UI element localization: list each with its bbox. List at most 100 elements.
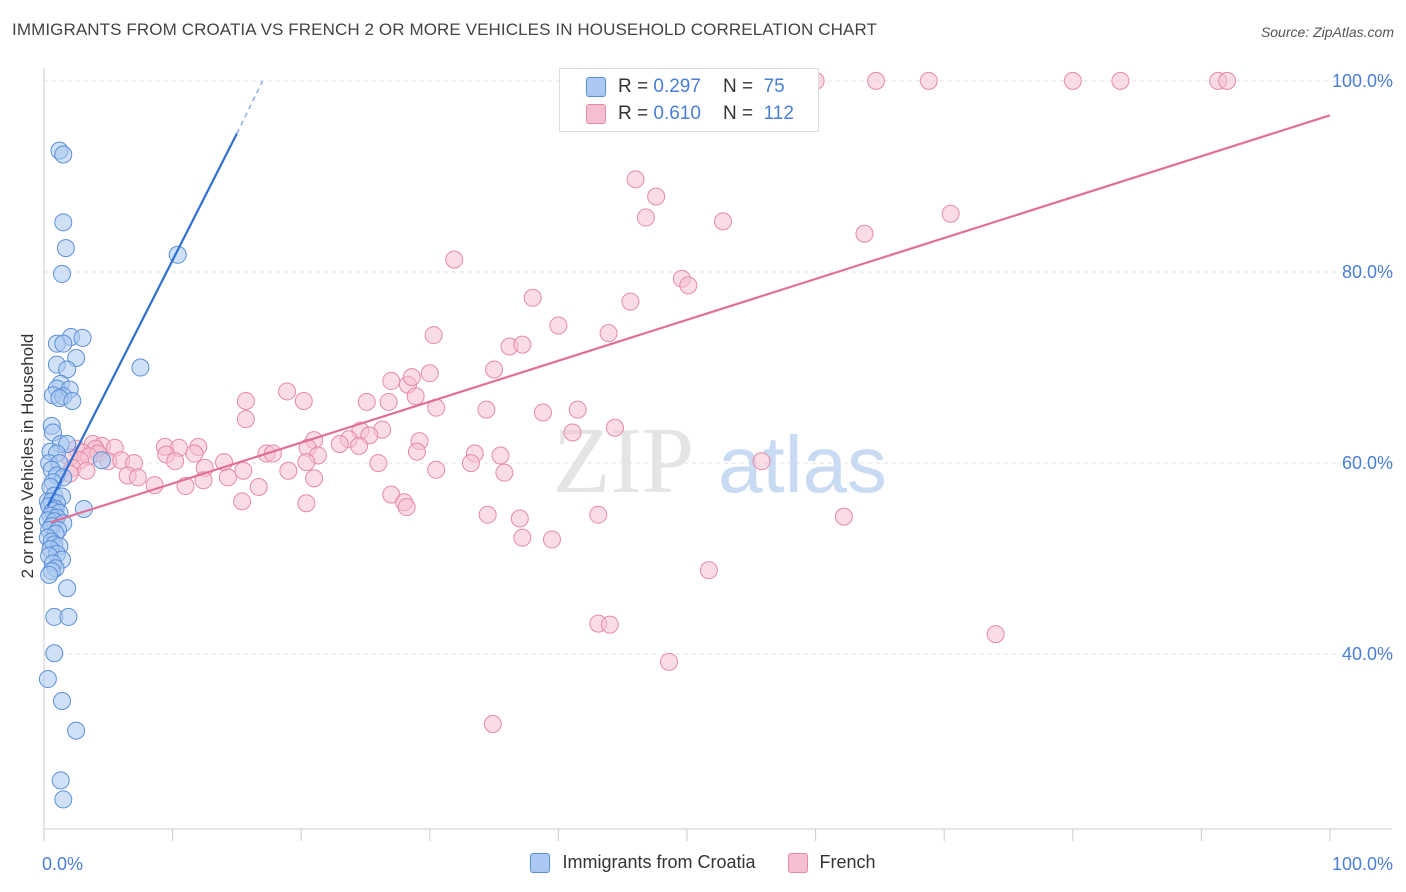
croatia-point — [38, 670, 57, 689]
n-label: N = — [722, 103, 754, 124]
french-point — [834, 507, 853, 526]
french-point — [513, 335, 532, 354]
french-point — [402, 368, 421, 387]
french-point — [636, 208, 655, 227]
french-point — [330, 434, 349, 453]
french-point — [297, 494, 316, 513]
french-point — [752, 452, 771, 471]
croatia-point — [92, 451, 111, 470]
french-swatch — [586, 104, 606, 124]
french-point — [77, 461, 96, 480]
french-point — [445, 250, 464, 269]
french-point — [420, 364, 439, 383]
croatia-trend-line — [46, 132, 238, 507]
r-label: R = — [618, 103, 649, 124]
r-label: R = — [618, 76, 649, 97]
french-point — [986, 625, 1005, 644]
n-label: N = — [722, 76, 754, 97]
french-point — [166, 452, 185, 471]
croatia-point — [54, 213, 73, 232]
french-point — [357, 392, 376, 411]
french-point — [145, 476, 164, 495]
french-point — [427, 460, 446, 479]
stats-row-croatia: R = 0.297 N = 75 — [586, 74, 785, 100]
french-point — [1111, 71, 1130, 90]
french-point — [406, 387, 425, 406]
y-tick-label: 60.0% — [1342, 453, 1393, 473]
french-point — [249, 477, 268, 496]
french-point — [867, 71, 886, 90]
croatia-point — [54, 145, 73, 164]
croatia-point — [131, 358, 150, 377]
french-point — [855, 224, 874, 243]
french-point — [605, 418, 624, 437]
french-point — [128, 468, 147, 487]
french-point — [185, 444, 204, 463]
french-point — [549, 316, 568, 335]
croatia-point — [53, 264, 72, 283]
french-points — [60, 71, 1237, 733]
french-point — [1063, 71, 1082, 90]
source-label: Source: ZipAtlas.com — [1260, 24, 1394, 40]
french-point — [477, 400, 496, 419]
croatia-legend-swatch — [530, 852, 551, 873]
french-point — [234, 461, 253, 480]
french-point — [478, 505, 497, 524]
french-point — [647, 187, 666, 206]
x-tick-label: 0.0% — [42, 854, 83, 874]
french-point — [491, 446, 510, 465]
croatia-point — [58, 579, 77, 598]
french-point — [485, 360, 504, 379]
french-point — [407, 442, 426, 461]
watermark-atlas: atlas — [718, 420, 887, 509]
r-value-french: 0.610 — [653, 103, 701, 124]
y-axis-label: 2 or more Vehicles in Household — [18, 334, 37, 579]
french-point — [621, 292, 640, 311]
french-point — [533, 403, 552, 422]
n-value-croatia: 75 — [763, 76, 785, 97]
french-point — [424, 326, 443, 345]
french-point — [305, 469, 324, 488]
y-tick-label: 80.0% — [1342, 262, 1393, 282]
french-point — [369, 454, 388, 473]
y-tick-label: 100.0% — [1332, 71, 1393, 91]
r-value-croatia: 0.297 — [653, 76, 701, 97]
french-point — [461, 454, 480, 473]
croatia-point — [54, 334, 73, 353]
croatia-points — [38, 141, 187, 809]
trend-lines — [46, 80, 1331, 524]
french-point — [563, 423, 582, 442]
french-point — [379, 392, 398, 411]
croatia-trend-extension — [236, 80, 264, 134]
legend-label-french: French — [819, 852, 876, 872]
stats-legend: R = 0.297 N = 75 R = 0.610 N = 112 — [559, 68, 819, 132]
n-value-french: 112 — [763, 103, 794, 124]
french-point — [600, 615, 619, 634]
french-point — [599, 324, 618, 343]
french-point — [679, 276, 698, 295]
croatia-point — [56, 239, 75, 258]
french-point — [523, 288, 542, 307]
croatia-point — [67, 721, 86, 740]
french-point — [236, 410, 255, 429]
legend-label-croatia: Immigrants from Croatia — [562, 852, 756, 872]
french-point — [218, 468, 237, 487]
french-point — [699, 561, 718, 580]
croatia-point — [53, 692, 72, 711]
french-trend-line — [50, 114, 1331, 524]
grid-lines — [44, 80, 1392, 655]
croatia-point — [45, 644, 64, 663]
french-point — [350, 436, 369, 455]
french-point — [233, 492, 252, 511]
french-point — [510, 509, 529, 528]
french-point — [513, 528, 532, 547]
croatia-swatch — [586, 77, 606, 97]
french-point — [542, 530, 561, 549]
legend-item-croatia: Immigrants from Croatia — [530, 852, 756, 873]
tick-labels: 40.0% 60.0% 80.0% 100.0% 0.0% 100.0% — [42, 71, 1393, 874]
french-point — [397, 498, 416, 517]
croatia-point — [73, 328, 92, 347]
stats-row-french: R = 0.610 N = 112 — [586, 101, 794, 127]
french-point — [919, 71, 938, 90]
french-point — [659, 652, 678, 671]
